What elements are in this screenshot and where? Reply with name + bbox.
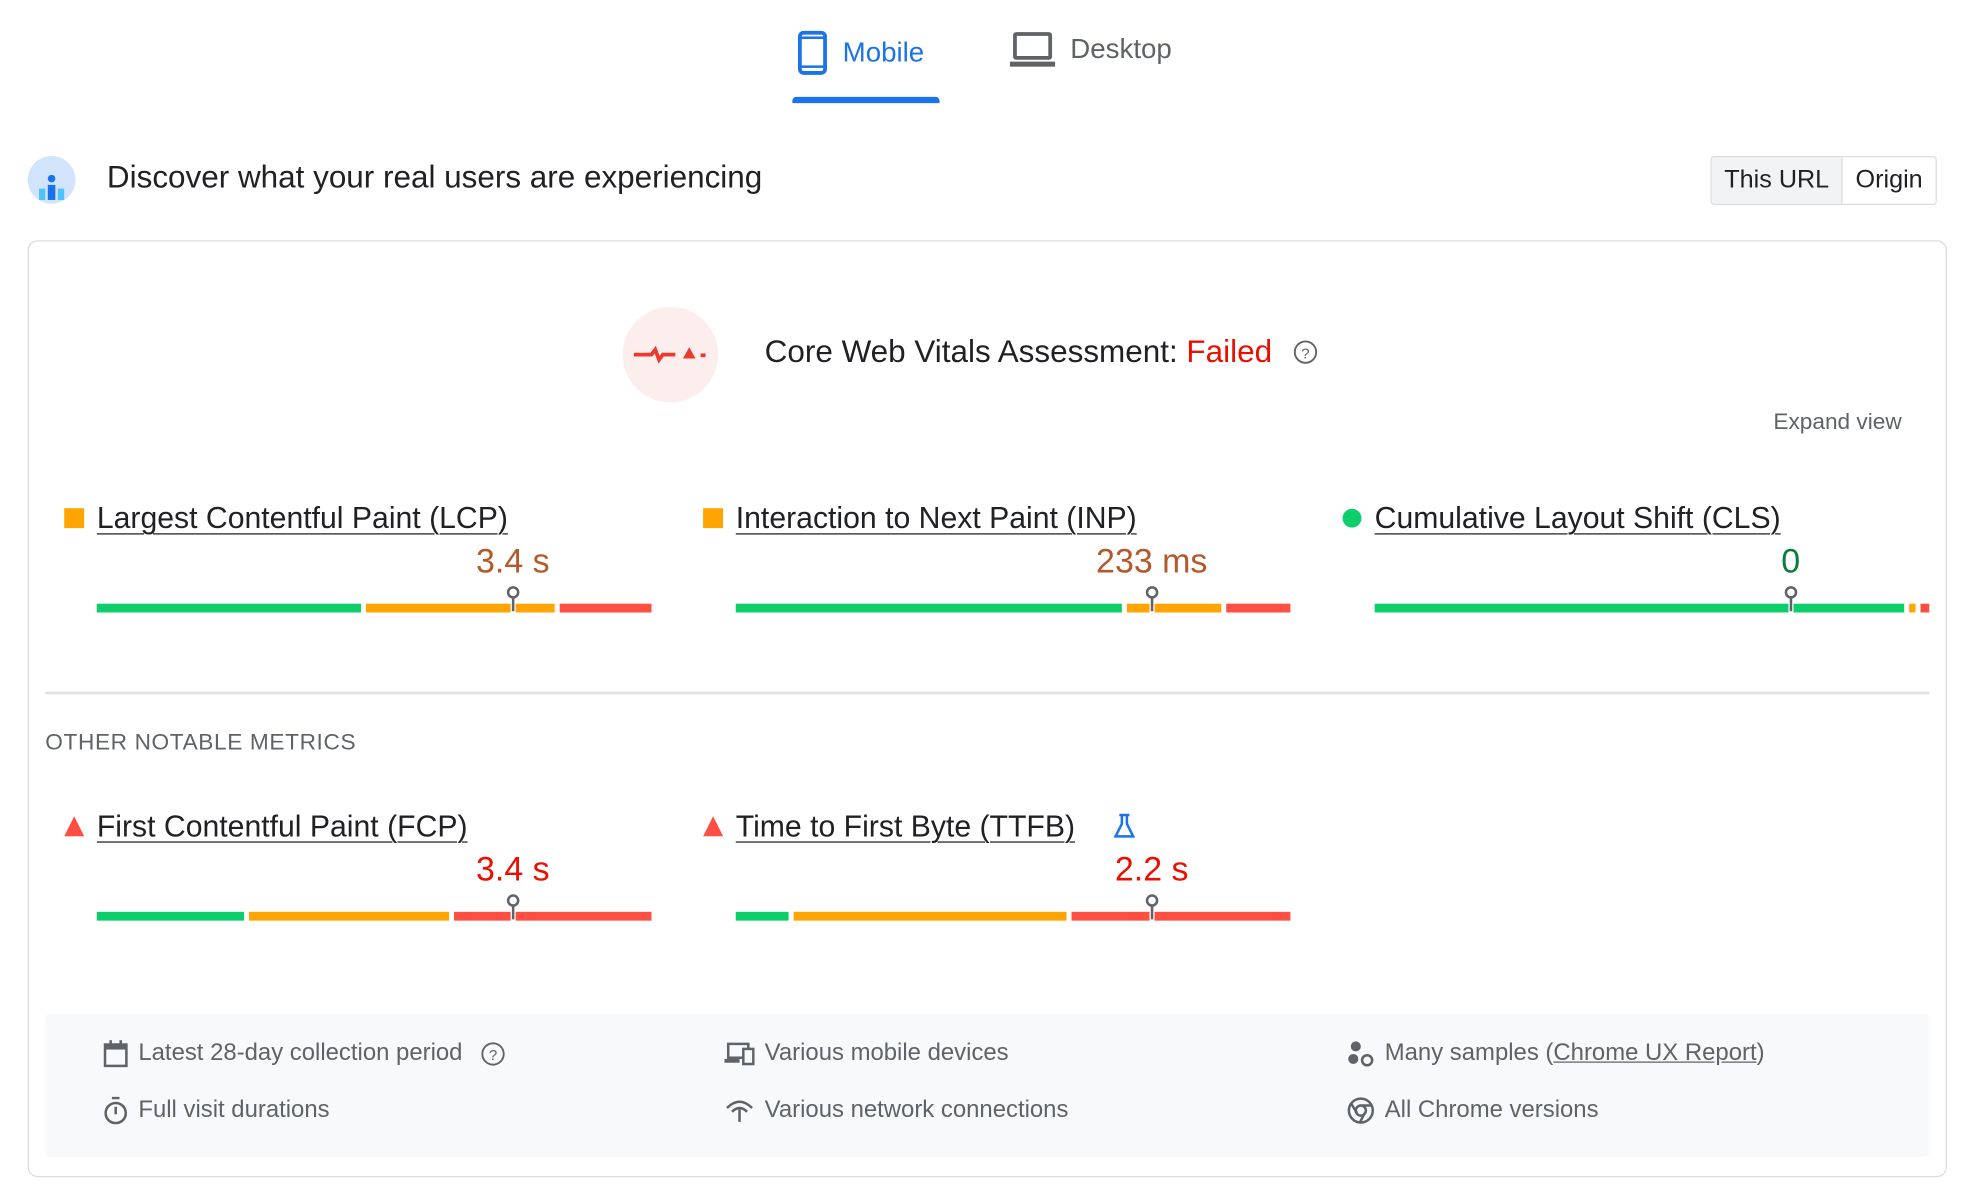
- bar-segment-poor: [1920, 603, 1930, 613]
- page-heading: Discover what your real users are experi…: [106, 159, 763, 195]
- metric-title[interactable]: Time to First Byte (TTFB): [735, 809, 1076, 844]
- bar-segment-needs-improvement: [1154, 603, 1222, 613]
- active-tab-indicator: [792, 96, 940, 104]
- bar-segment-poor: [515, 911, 652, 921]
- bar-segment-good: [96, 911, 245, 921]
- p75-marker: [506, 894, 520, 920]
- distribution-bar: [735, 586, 1291, 613]
- collection-period-text: Latest 28-day collection period: [138, 1040, 463, 1067]
- samples-info: Many samples (Chrome UX Report): [1347, 1040, 1765, 1068]
- metric-value: 233 ms: [1096, 542, 1208, 580]
- bar-segment-needs-improvement: [365, 603, 511, 613]
- crux-users-icon: [27, 155, 76, 204]
- bar-segment-poor: [1226, 603, 1291, 613]
- distribution-bar: [96, 586, 652, 613]
- devices-icon: [724, 1042, 755, 1066]
- chrome-versions: All Chrome versions: [1347, 1097, 1599, 1125]
- good-circle-icon: [1342, 508, 1362, 534]
- bar-segment-poor: [559, 603, 652, 613]
- laptop-icon: [1009, 32, 1056, 67]
- chrome-icon: [1347, 1097, 1375, 1124]
- bar-segment-poor: [454, 911, 511, 921]
- devices-info: Various mobile devices: [724, 1040, 1009, 1068]
- metric-title[interactable]: Largest Contentful Paint (LCP): [96, 501, 508, 536]
- metric-title[interactable]: First Contentful Paint (FCP): [96, 809, 468, 844]
- poor-triangle-icon: [703, 816, 724, 842]
- calendar-icon: [103, 1040, 128, 1068]
- phone-icon: [798, 30, 827, 75]
- bar-segment-poor: [1154, 911, 1291, 921]
- help-icon[interactable]: ?: [480, 1041, 505, 1066]
- network-icon: [726, 1100, 753, 1122]
- bar-segment-good: [1374, 603, 1789, 613]
- metric-value: 2.2 s: [1114, 850, 1189, 888]
- p75-marker: [1145, 894, 1159, 920]
- flask-icon[interactable]: [1113, 812, 1136, 846]
- url-origin-toggle[interactable]: This URL Origin: [1710, 155, 1937, 206]
- network-info: Various network connections: [724, 1097, 1068, 1125]
- metric-value: 3.4 s: [476, 542, 550, 580]
- bar-segment-needs-improvement: [249, 911, 450, 921]
- tab-desktop-label: Desktop: [1070, 32, 1172, 65]
- assessment-label: Core Web Vitals Assessment:: [764, 334, 1187, 370]
- origin-button[interactable]: Origin: [1855, 166, 1923, 194]
- bar-segment-needs-improvement: [793, 911, 1067, 921]
- metric-value: 3.4 s: [476, 850, 550, 888]
- network-text: Various network connections: [764, 1096, 1069, 1124]
- svg-text:?: ?: [1302, 345, 1310, 362]
- stopwatch-icon: [104, 1096, 128, 1125]
- metric-value: 0: [1781, 542, 1801, 580]
- samples-suffix: ): [1756, 1040, 1765, 1067]
- help-icon[interactable]: ?: [1293, 340, 1318, 365]
- bar-segment-needs-improvement: [515, 603, 555, 613]
- bar-segment-good: [735, 911, 789, 921]
- other-metrics-heading: OTHER NOTABLE METRICS: [45, 729, 357, 755]
- svg-text:?: ?: [488, 1047, 496, 1064]
- distribution-bar: [96, 894, 652, 921]
- collection-period: Latest 28-day collection period ?: [103, 1040, 505, 1068]
- samples-text: Many samples (Chrome UX Report): [1385, 1040, 1765, 1068]
- average-square-icon: [64, 508, 85, 534]
- field-data-card: [27, 240, 1947, 1178]
- bar-segment-needs-improvement: [1909, 603, 1916, 613]
- chrome-versions-text: All Chrome versions: [1384, 1096, 1599, 1124]
- bar-segment-needs-improvement: [1126, 603, 1150, 613]
- bar-segment-poor: [1071, 911, 1150, 921]
- bar-segment-good: [735, 603, 1122, 613]
- expand-view-link[interactable]: Expand view: [1773, 408, 1902, 434]
- samples-prefix: Many samples (: [1384, 1040, 1554, 1067]
- visit-durations-text: Full visit durations: [138, 1096, 330, 1124]
- metric-title[interactable]: Cumulative Layout Shift (CLS): [1374, 501, 1781, 536]
- poor-triangle-icon: [64, 816, 85, 842]
- assessment-failed-icon: [622, 306, 719, 403]
- average-square-icon: [703, 508, 724, 534]
- p75-marker: [1145, 586, 1159, 612]
- samples-icon: [1348, 1041, 1374, 1067]
- distribution-bar: [1374, 586, 1930, 613]
- tab-mobile[interactable]: Mobile: [797, 30, 924, 75]
- tab-mobile-label: Mobile: [842, 36, 925, 68]
- devices-text: Various mobile devices: [764, 1040, 1009, 1067]
- collection-info-panel: Latest 28-day collection period ? Full v…: [45, 1013, 1930, 1158]
- tab-desktop[interactable]: Desktop: [1009, 30, 1172, 68]
- bar-segment-good: [1793, 603, 1905, 613]
- chrome-ux-report-link[interactable]: Chrome UX Report: [1553, 1040, 1757, 1067]
- p75-marker: [1784, 586, 1797, 612]
- p75-marker: [506, 586, 520, 612]
- section-divider: [45, 691, 1930, 695]
- distribution-bar: [735, 894, 1291, 921]
- this-url-button[interactable]: This URL: [1711, 157, 1843, 204]
- assessment-title: Core Web Vitals Assessment: Failed ?: [765, 335, 1319, 371]
- assessment-status: Failed: [1186, 334, 1273, 370]
- visit-durations: Full visit durations: [103, 1096, 330, 1125]
- metric-title[interactable]: Interaction to Next Paint (INP): [735, 501, 1137, 536]
- bar-segment-good: [96, 603, 361, 613]
